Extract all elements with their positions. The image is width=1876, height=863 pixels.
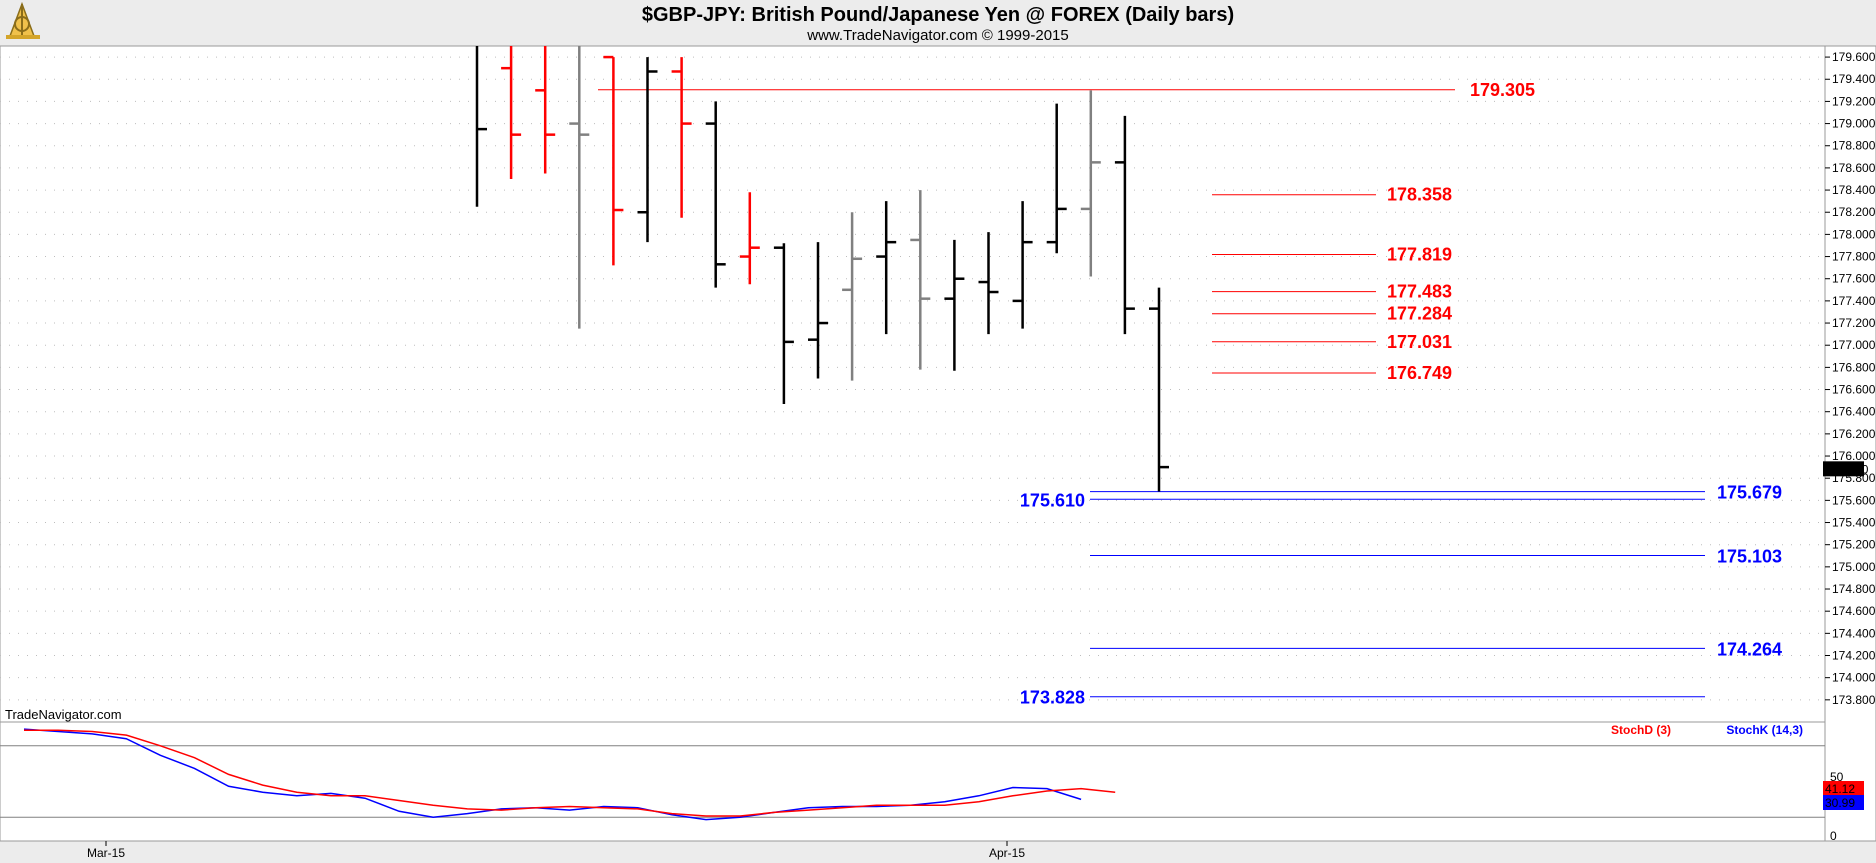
resistance-label-4: 177.284 (1387, 304, 1452, 324)
price-tick-label-24: 178.600 (1832, 161, 1876, 175)
price-bar-14 (944, 239, 965, 371)
price-bar-7 (705, 101, 726, 288)
support-label-0: 175.679 (1717, 483, 1782, 503)
price-bar-10 (808, 242, 828, 379)
stoch-d-line (24, 729, 1116, 817)
price-tick-label-27: 179.200 (1832, 94, 1876, 108)
price-bar-5 (637, 57, 658, 243)
price-bar-13 (910, 190, 931, 370)
price-tick-label-18: 177.400 (1832, 294, 1876, 308)
price-tick-label-3: 174.400 (1832, 626, 1876, 640)
price-axis (1824, 45, 1876, 842)
price-tick-label-1: 174.000 (1832, 671, 1876, 685)
support-label-1: 175.610 (1020, 490, 1085, 510)
stoch-tick-50: 50 (1830, 770, 1844, 784)
price-bar-11 (842, 212, 863, 381)
resistance-label-0: 179.305 (1470, 80, 1535, 100)
price-tick-label-4: 174.600 (1832, 604, 1876, 618)
price-tick-label-0: 173.800 (1832, 693, 1876, 707)
stochastic-panel (0, 721, 1826, 842)
price-tick-label-16: 177.000 (1832, 338, 1876, 352)
support-label-3: 174.264 (1717, 639, 1782, 659)
last-price-tag: 175.880 (1823, 461, 1869, 477)
stoch-k-legend: StochK (14,3) (1726, 723, 1803, 737)
price-bar-16 (1012, 201, 1033, 329)
price-tick-label-17: 177.200 (1832, 316, 1876, 330)
bars-group (475, 46, 1169, 492)
stoch-k-tag: 30.99 (1823, 795, 1864, 810)
date-axis: Mar-15 Apr-15 (87, 841, 1025, 860)
chart-subtitle: www.TradeNavigator.com © 1999-2015 (806, 27, 1068, 44)
resistance-label-2: 177.819 (1387, 244, 1452, 264)
last-price-label: 175.880 (1825, 462, 1869, 476)
price-tick-label-19: 177.600 (1832, 272, 1876, 286)
price-ticks: 173.800 174.000 174.200 174.400 174.600 174.8… (1825, 50, 1876, 707)
price-tick-label-29: 179.600 (1832, 50, 1876, 64)
xtick-mar-15: Mar-15 (87, 846, 125, 860)
price-tick-label-22: 178.200 (1832, 205, 1876, 219)
price-bar-6 (671, 57, 692, 218)
resistance-label-1: 178.358 (1387, 185, 1452, 205)
price-bar-2 (535, 46, 556, 174)
price-tick-label-12: 176.200 (1832, 427, 1876, 441)
price-bar-3 (569, 46, 590, 329)
support-label-4: 173.828 (1020, 688, 1085, 708)
price-tick-label-11: 176.000 (1832, 449, 1876, 463)
stoch-d-legend: StochD (3) (1611, 723, 1671, 737)
price-tick-label-25: 178.800 (1832, 139, 1876, 153)
price-tick-label-15: 176.800 (1832, 360, 1876, 374)
price-bar-19 (1114, 115, 1135, 335)
price-bar-15 (978, 232, 999, 335)
watermark-text: TradeNavigator.com (5, 707, 122, 722)
price-bar-18 (1080, 90, 1101, 277)
price-bar-0 (475, 46, 487, 207)
price-tick-label-14: 176.600 (1832, 383, 1876, 397)
price-tick-label-13: 176.400 (1832, 405, 1876, 419)
price-bar-12 (876, 201, 897, 335)
price-panel (0, 45, 1826, 723)
price-bar-17 (1046, 103, 1067, 254)
price-tick-label-6: 175.000 (1832, 560, 1876, 574)
price-bar-4 (603, 55, 624, 266)
stoch-d-tag: 41.12 (1823, 781, 1864, 796)
resistance-label-3: 177.483 (1387, 282, 1452, 302)
price-tick-label-20: 177.800 (1832, 250, 1876, 264)
price-tick-label-28: 179.400 (1832, 72, 1876, 86)
price-tick-label-8: 175.400 (1832, 516, 1876, 530)
xtick-apr-15: Apr-15 (989, 846, 1025, 860)
price-tick-label-23: 178.400 (1832, 183, 1876, 197)
support-label-2: 175.103 (1717, 546, 1782, 566)
stochastic-group (0, 728, 1825, 821)
price-tick-label-5: 174.800 (1832, 582, 1876, 596)
resistance-label-6: 176.749 (1387, 363, 1452, 383)
stoch-d-value: 41.12 (1825, 782, 1855, 796)
stoch-tick-0: 0 (1830, 829, 1837, 843)
price-bar-1 (501, 46, 522, 179)
price-tick-label-9: 175.600 (1832, 493, 1876, 507)
price-tick-label-21: 178.000 (1832, 227, 1876, 241)
price-tick-label-7: 175.200 (1832, 538, 1876, 552)
stoch-k-value: 30.99 (1825, 796, 1855, 810)
chart-title: $GBP-JPY: British Pound/Japanese Yen @ F… (642, 4, 1234, 26)
price-tick-label-2: 174.200 (1832, 649, 1876, 663)
price-bar-9 (773, 243, 794, 404)
sextant-logo-icon (6, 1, 40, 39)
resistance-label-5: 177.031 (1387, 332, 1452, 352)
price-tick-label-26: 179.000 (1832, 117, 1876, 131)
price-bar-20 (1149, 287, 1169, 492)
price-bar-8 (739, 192, 760, 285)
